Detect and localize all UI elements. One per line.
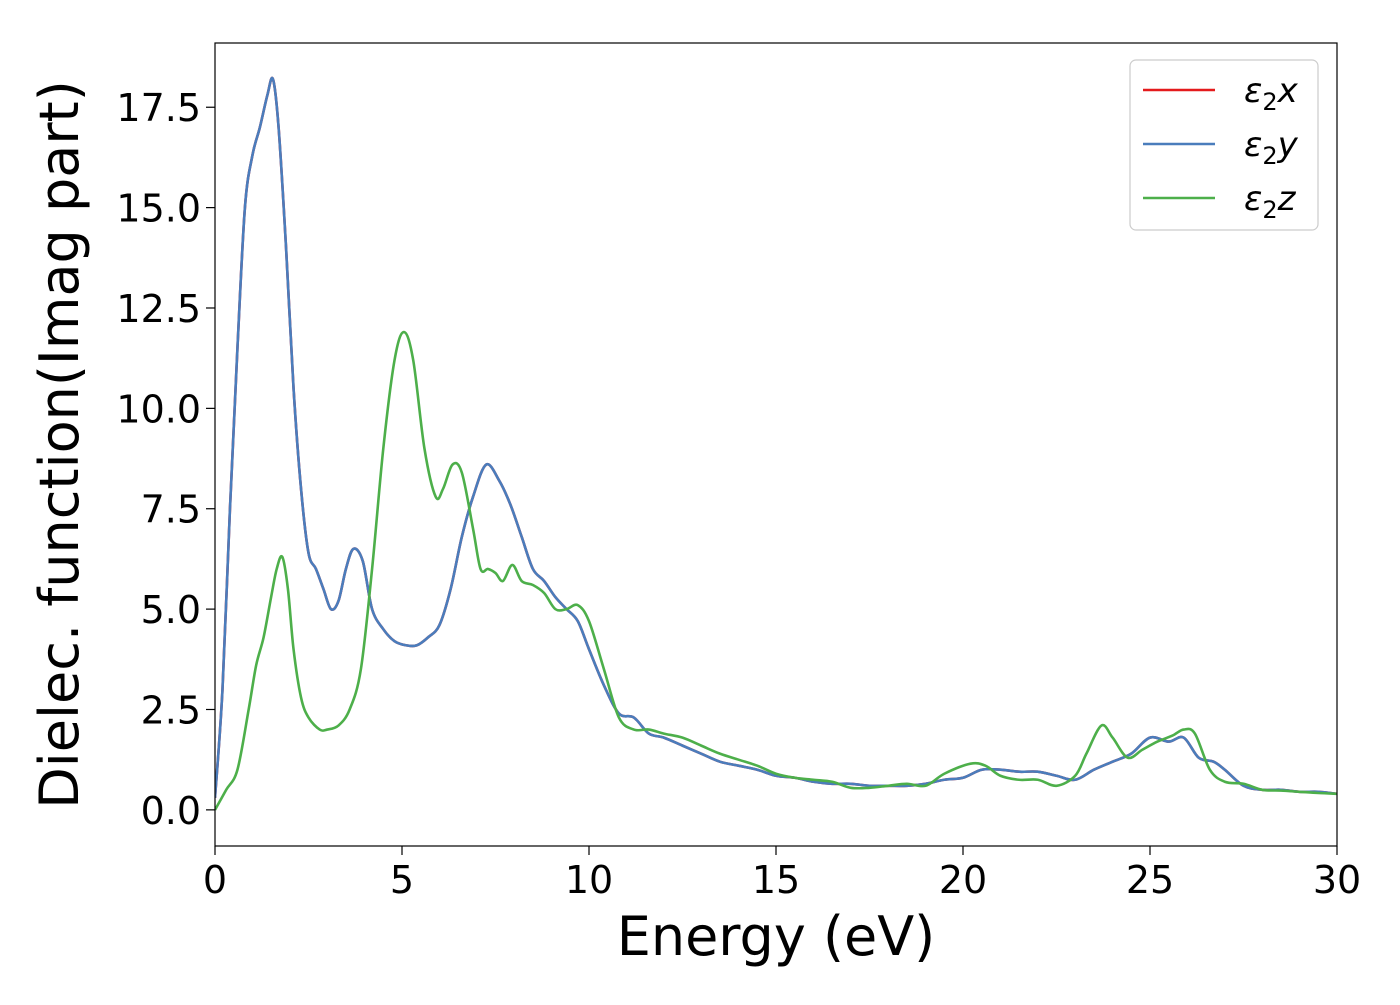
legend-label: ε2z xyxy=(1244,179,1297,224)
legend-label-base: ε xyxy=(1244,125,1262,165)
y-tick-label: 2.5 xyxy=(141,688,201,732)
series-line-y xyxy=(215,76,1337,798)
legend-label-base: ε xyxy=(1244,71,1262,111)
y-axis-title: Dielec. function(Imag part) xyxy=(28,80,91,809)
y-tick-label: 15.0 xyxy=(116,187,201,231)
x-tick-label: 20 xyxy=(939,858,987,902)
y-tick-label: 0.0 xyxy=(141,789,201,833)
legend-label-subscript: 2 xyxy=(1262,88,1277,116)
legend-item-x: ε2x xyxy=(1143,71,1299,116)
y-tick-label: 10.0 xyxy=(116,387,201,431)
legend-box xyxy=(1129,59,1319,231)
legend-label: ε2y xyxy=(1244,125,1299,170)
legend-item-y: ε2y xyxy=(1143,125,1299,170)
legend-label-var: x xyxy=(1277,71,1299,111)
legend-label-var: z xyxy=(1277,179,1297,219)
x-tick-label: 30 xyxy=(1313,858,1361,902)
x-axis: 0 5 10 15 20 25 30 xyxy=(203,846,1361,902)
legend-item-z: ε2z xyxy=(1143,179,1297,224)
series-line-z xyxy=(215,330,1337,811)
x-tick-label: 0 xyxy=(203,858,227,902)
y-tick-label: 12.5 xyxy=(116,287,201,331)
x-tick-label: 10 xyxy=(565,858,613,902)
series-layer xyxy=(215,76,1337,811)
legend-label-subscript: 2 xyxy=(1262,142,1277,170)
x-tick-label: 25 xyxy=(1126,858,1174,902)
legend-label-subscript: 2 xyxy=(1262,196,1277,224)
x-axis-title: Energy (eV) xyxy=(617,905,936,968)
x-tick-label: 15 xyxy=(752,858,800,902)
x-tick-label: 5 xyxy=(390,858,414,902)
y-tick-label: 17.5 xyxy=(116,86,201,130)
y-tick-label: 5.0 xyxy=(141,588,201,632)
legend-label: ε2x xyxy=(1244,71,1299,116)
legend-label-base: ε xyxy=(1244,179,1262,219)
legend-label-var: y xyxy=(1277,125,1299,165)
y-tick-label: 7.5 xyxy=(141,488,201,532)
y-axis: 0.0 2.5 5.0 7.5 10.0 12.5 15.0 17.5 xyxy=(116,86,215,833)
